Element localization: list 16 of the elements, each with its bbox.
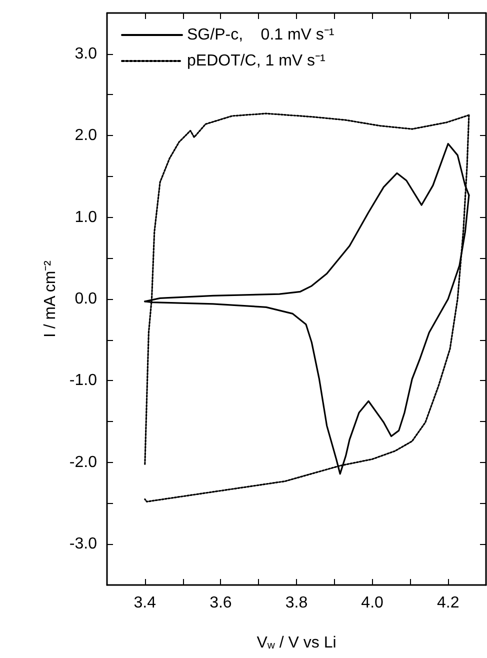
x-tick-label: 3.4 [134, 594, 156, 612]
y-tick-label: 1.0 [74, 208, 98, 226]
x-axis-title: Vw / V vs Li [256, 634, 336, 652]
y-axis-title: I / mA cm⁻² [42, 260, 60, 338]
y-tick-label: 2.0 [74, 127, 98, 144]
x-tick-label: 4.2 [436, 594, 460, 612]
y-tick-label: 0.0 [74, 290, 98, 308]
x-tick-label: 4.0 [361, 594, 384, 612]
y-tick-label: -1.0 [69, 372, 98, 390]
legend-label: SG/P-c, 0.1 mV s⁻¹ [187, 26, 334, 44]
legend-label: pEDOT/C, 1 mV s⁻¹ [187, 52, 326, 70]
x-tick-label: 3.6 [210, 594, 232, 612]
y-tick-label: 3.0 [74, 45, 98, 62]
y-tick-label: -2.0 [69, 454, 98, 471]
x-tick-label: 3.8 [285, 594, 308, 612]
y-tick-label: -3.0 [69, 536, 98, 553]
